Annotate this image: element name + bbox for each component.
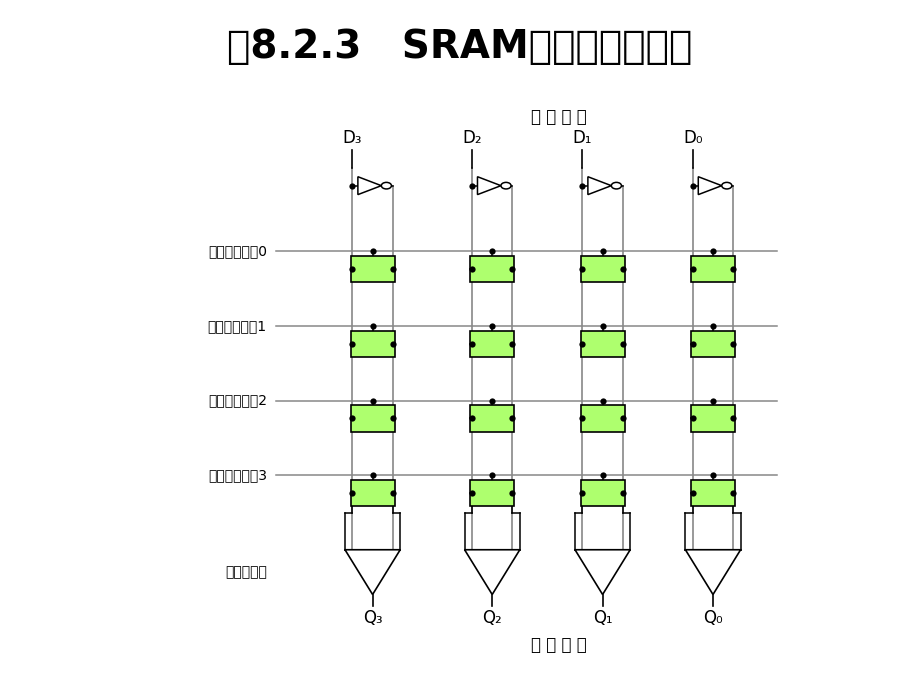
FancyBboxPatch shape — [470, 256, 514, 282]
Text: 行（字）选择2: 行（字）选择2 — [208, 393, 267, 408]
FancyBboxPatch shape — [580, 331, 624, 357]
Polygon shape — [345, 550, 400, 595]
Polygon shape — [587, 177, 611, 195]
FancyBboxPatch shape — [470, 480, 514, 506]
FancyBboxPatch shape — [580, 480, 624, 506]
Text: D₂: D₂ — [461, 129, 482, 147]
FancyBboxPatch shape — [470, 331, 514, 357]
Text: D₀: D₀ — [682, 129, 702, 147]
Polygon shape — [464, 550, 519, 595]
Text: 行（字）选择1: 行（字）选择1 — [208, 319, 267, 333]
Text: 行（字）选择3: 行（字）选择3 — [208, 468, 267, 482]
Text: Q₂: Q₂ — [482, 609, 502, 627]
FancyBboxPatch shape — [350, 331, 394, 357]
Text: 数 据 输 出: 数 据 输 出 — [531, 636, 586, 654]
Text: Q₁: Q₁ — [592, 609, 612, 627]
FancyBboxPatch shape — [580, 256, 624, 282]
Polygon shape — [357, 177, 381, 195]
Text: 读出放大器: 读出放大器 — [224, 565, 267, 579]
Text: 行（字）选择0: 行（字）选择0 — [208, 244, 267, 258]
FancyBboxPatch shape — [690, 256, 734, 282]
Text: Q₃: Q₃ — [362, 609, 382, 627]
Text: D₁: D₁ — [572, 129, 592, 147]
FancyBboxPatch shape — [350, 256, 394, 282]
Circle shape — [501, 182, 511, 189]
FancyBboxPatch shape — [690, 331, 734, 357]
Polygon shape — [574, 550, 630, 595]
FancyBboxPatch shape — [470, 405, 514, 431]
Circle shape — [380, 182, 391, 189]
FancyBboxPatch shape — [350, 405, 394, 431]
Circle shape — [611, 182, 621, 189]
FancyBboxPatch shape — [690, 480, 734, 506]
Polygon shape — [698, 177, 721, 195]
Polygon shape — [685, 550, 740, 595]
Text: 数 据 输 入: 数 据 输 入 — [531, 108, 586, 126]
Circle shape — [721, 182, 732, 189]
Text: Q₀: Q₀ — [702, 609, 722, 627]
FancyBboxPatch shape — [580, 405, 624, 431]
FancyBboxPatch shape — [690, 405, 734, 431]
Text: D₃: D₃ — [342, 129, 362, 147]
Polygon shape — [477, 177, 501, 195]
Text: 图8.2.3   SRAM存储单元阵列图: 图8.2.3 SRAM存储单元阵列图 — [227, 28, 692, 66]
FancyBboxPatch shape — [350, 480, 394, 506]
